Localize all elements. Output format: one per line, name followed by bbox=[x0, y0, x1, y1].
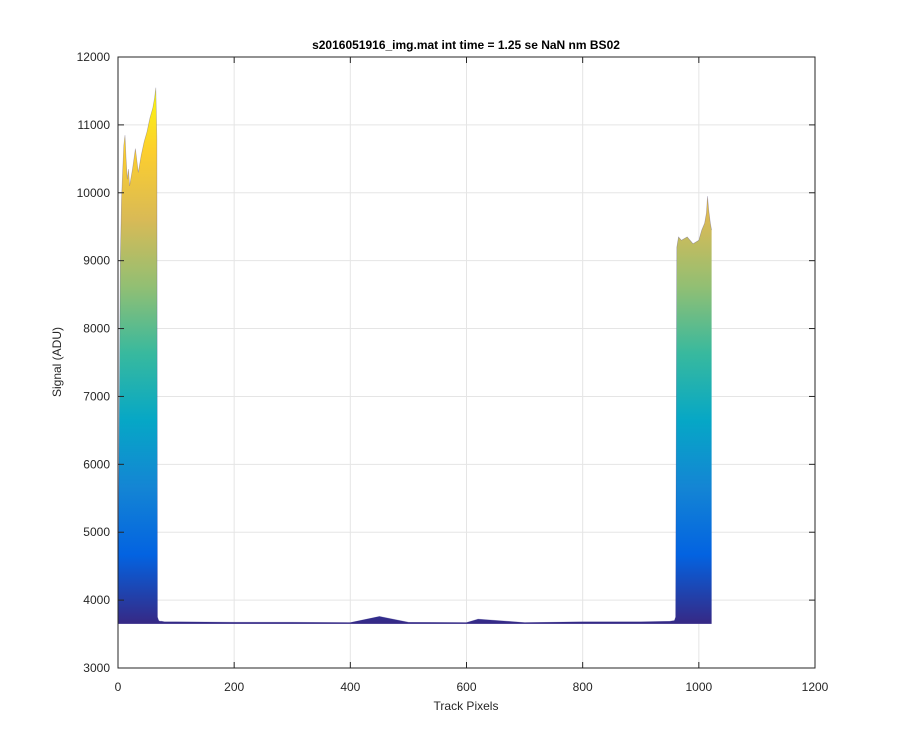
y-tick-label: 9000 bbox=[83, 254, 110, 268]
y-tick-label: 12000 bbox=[77, 50, 111, 64]
x-axis-label: Track Pixels bbox=[434, 699, 499, 713]
x-tick-label: 1200 bbox=[802, 680, 829, 694]
y-tick-label: 4000 bbox=[83, 593, 110, 607]
x-tick-label: 400 bbox=[340, 680, 360, 694]
y-tick-label: 6000 bbox=[83, 457, 110, 471]
x-tick-label: 0 bbox=[115, 680, 122, 694]
y-tick-label: 8000 bbox=[83, 322, 110, 336]
x-tick-label: 800 bbox=[573, 680, 593, 694]
y-tick-label: 7000 bbox=[83, 389, 110, 403]
y-tick-label: 5000 bbox=[83, 525, 110, 539]
chart-title: s2016051916_img.mat int time = 1.25 se N… bbox=[312, 38, 620, 52]
x-tick-label: 600 bbox=[456, 680, 476, 694]
data-area bbox=[117, 87, 712, 624]
y-tick-label: 11000 bbox=[78, 118, 111, 132]
x-tick-label: 1000 bbox=[685, 680, 712, 694]
x-tick-label: 200 bbox=[224, 680, 244, 694]
y-tick-labels: 3000 4000 5000 6000 7000 8000 9000 10000 11000 12… bbox=[77, 50, 111, 675]
y-tick-label: 3000 bbox=[83, 661, 110, 675]
tick-marks bbox=[117, 56, 816, 669]
y-axis-label: Signal (ADU) bbox=[50, 327, 64, 397]
signal-line bbox=[117, 87, 712, 623]
x-tick-labels: 0 200 400 600 800 1000 1200 bbox=[115, 680, 829, 694]
y-tick-label: 10000 bbox=[77, 186, 111, 200]
